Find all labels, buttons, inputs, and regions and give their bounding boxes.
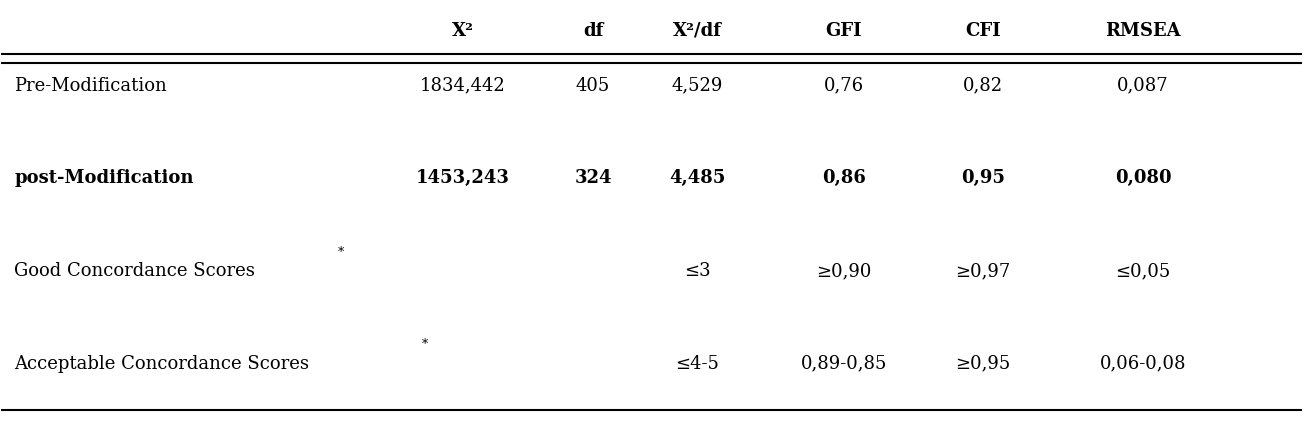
Text: post-Modification: post-Modification <box>14 169 194 187</box>
Text: RMSEA: RMSEA <box>1105 22 1181 40</box>
Text: GFI: GFI <box>826 22 863 40</box>
Text: Pre-Modification: Pre-Modification <box>14 77 167 95</box>
Text: X²: X² <box>452 22 474 40</box>
Text: 4,485: 4,485 <box>668 169 726 187</box>
Text: 0,087: 0,087 <box>1117 77 1169 95</box>
Text: ≤4-5: ≤4-5 <box>675 354 719 373</box>
Text: Acceptable Concordance Scores: Acceptable Concordance Scores <box>14 354 309 373</box>
Text: 1453,243: 1453,243 <box>416 169 509 187</box>
Text: ≥0,95: ≥0,95 <box>955 354 1011 373</box>
Text: 0,080: 0,080 <box>1114 169 1171 187</box>
Text: ≥0,90: ≥0,90 <box>816 262 872 280</box>
Text: df: df <box>582 22 603 40</box>
Text: 0,82: 0,82 <box>963 77 1003 95</box>
Text: CFI: CFI <box>966 22 1001 40</box>
Text: ≤0,05: ≤0,05 <box>1115 262 1170 280</box>
Text: 4,529: 4,529 <box>671 77 723 95</box>
Text: Good Concordance Scores: Good Concordance Scores <box>14 262 255 280</box>
Text: ≥0,97: ≥0,97 <box>955 262 1011 280</box>
Text: 0,95: 0,95 <box>962 169 1005 187</box>
Text: 405: 405 <box>576 77 610 95</box>
Text: 0,06-0,08: 0,06-0,08 <box>1100 354 1186 373</box>
Text: 324: 324 <box>575 169 611 187</box>
Text: 1834,442: 1834,442 <box>420 77 506 95</box>
Text: ≤3: ≤3 <box>684 262 710 280</box>
Text: *: * <box>422 338 427 351</box>
Text: 0,89-0,85: 0,89-0,85 <box>801 354 887 373</box>
Text: 0,86: 0,86 <box>822 169 866 187</box>
Text: X²/df: X²/df <box>672 22 722 40</box>
Text: *: * <box>337 245 344 259</box>
Text: 0,76: 0,76 <box>823 77 864 95</box>
